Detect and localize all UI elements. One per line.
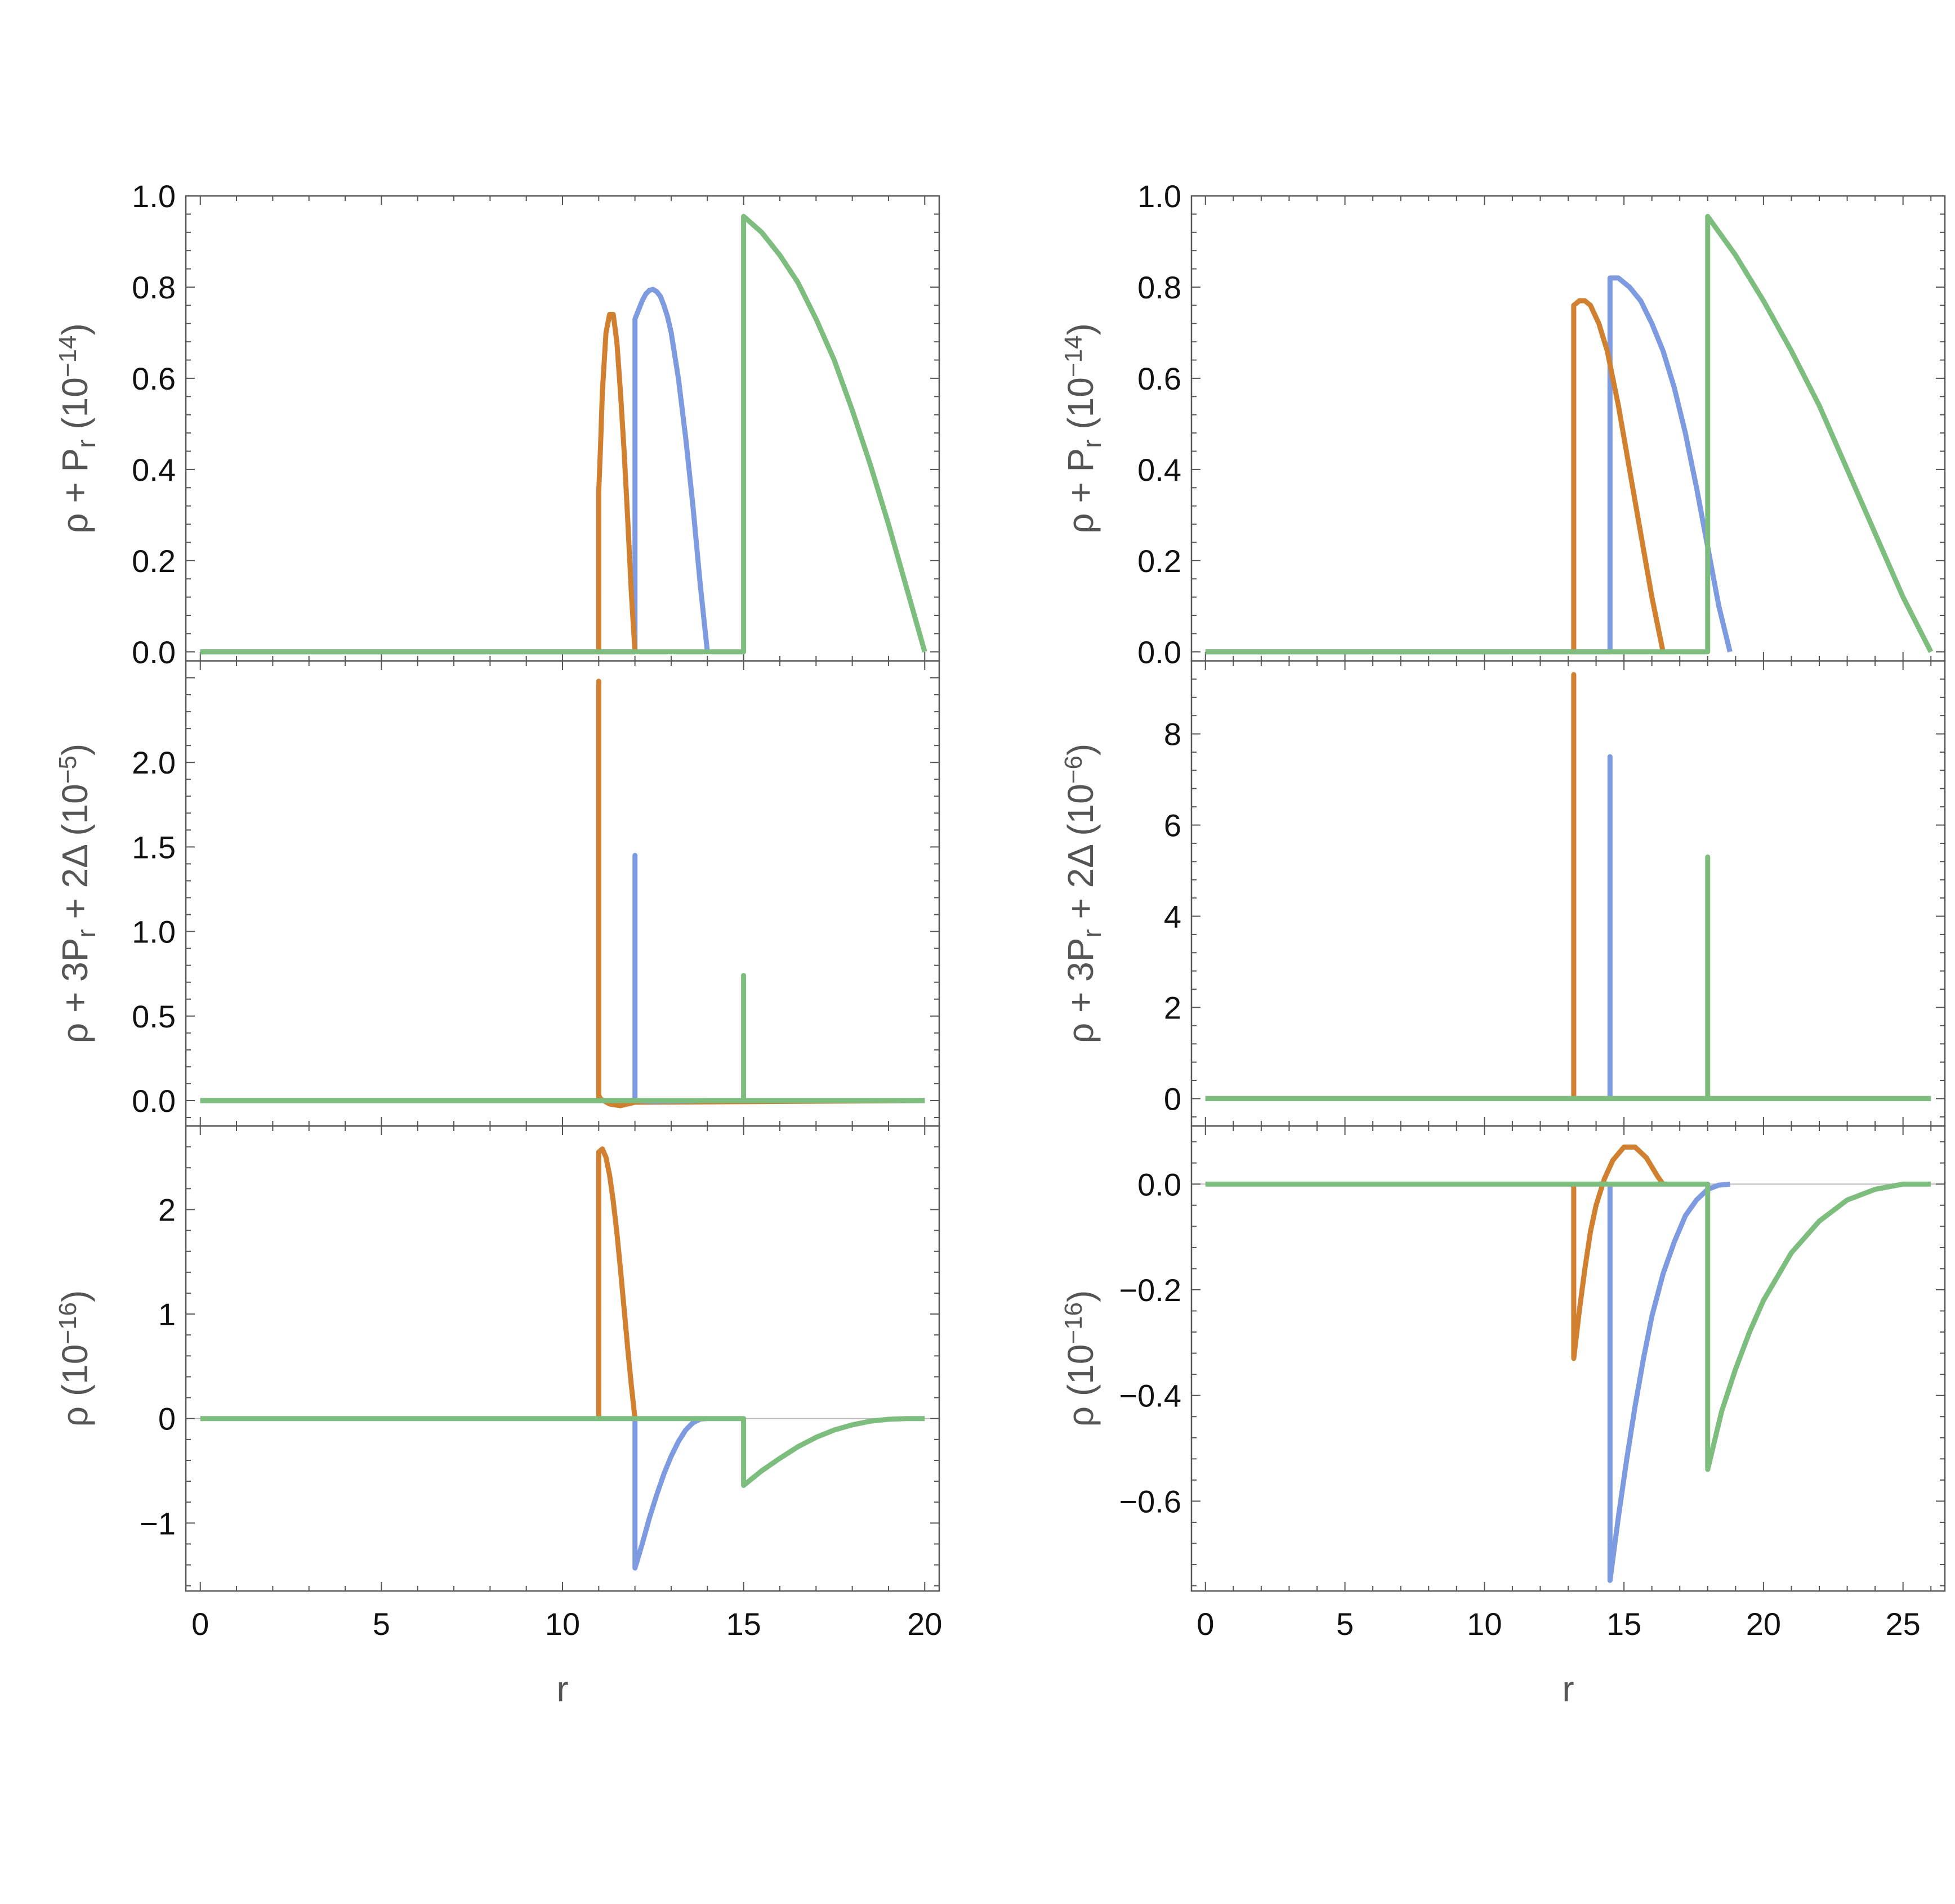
x-tick-label: 5 <box>1336 1606 1354 1642</box>
series-green-line <box>200 1416 925 1488</box>
y-tick-label: 2 <box>158 1192 176 1227</box>
series-orange-line <box>1205 672 1931 1101</box>
series-green-line <box>1205 1181 1931 1472</box>
chart-left-panel-3: −1 0 1 2 ρ (10−16) <box>54 1125 940 1592</box>
y-tick-label: 2.0 <box>132 745 176 780</box>
series-green-line <box>200 973 925 1103</box>
y-tick-label: 0.0 <box>1137 634 1181 670</box>
y-tick-label: 0.0 <box>1137 1166 1181 1202</box>
x-tick-label: 15 <box>726 1606 761 1642</box>
x-tick-label: 10 <box>545 1606 580 1642</box>
series-orange-line <box>596 312 638 652</box>
series-blue-line <box>1607 1181 1730 1583</box>
series-green-line <box>1205 854 1931 1101</box>
series-blue-line <box>632 1416 708 1571</box>
x-axis-label: r <box>1562 1669 1574 1709</box>
y-tick-label: 0 <box>1164 1081 1181 1116</box>
y-tick-label: 1.0 <box>132 178 176 214</box>
series-orange-line <box>596 1146 638 1419</box>
y-axis-label: ρ + Pr (10−14) <box>1060 323 1106 534</box>
y-tick-label: 6 <box>1164 808 1181 843</box>
y-tick-label: 4 <box>1164 899 1181 934</box>
y-tick-label: −0.4 <box>1119 1378 1181 1414</box>
chart-right-panel-3: −0.6 −0.4 −0.2 0.0 ρ (10−16) <box>1060 1125 1946 1592</box>
x-tick-label: 25 <box>1886 1606 1921 1642</box>
chart-right: 0.0 0.2 0.4 0.6 0.8 1.0 ρ + Pr (10−14) 0 2 4 6 8 ρ +… <box>1060 178 1946 1709</box>
y-tick-label: 0.0 <box>132 634 176 670</box>
y-tick-label: 0.5 <box>132 999 176 1034</box>
y-tick-label: 0.0 <box>132 1083 176 1119</box>
y-tick-label: 0.8 <box>132 270 176 305</box>
series-blue-line <box>200 287 710 655</box>
y-tick-label: 0.6 <box>132 361 176 396</box>
y-tick-label: 1.0 <box>132 914 176 950</box>
y-tick-label: 0.6 <box>1137 361 1181 396</box>
y-axis-label: ρ (10−16) <box>54 1290 95 1427</box>
chart-left-panel-2: 0.0 0.5 1.0 1.5 2.0 ρ + 3Pr + 2Δ (10−5) <box>54 660 940 1127</box>
series-orange-line <box>1571 1145 1666 1361</box>
y-tick-label: −0.6 <box>1119 1483 1181 1519</box>
y-tick-label: 0.4 <box>132 452 176 488</box>
chart-left: 0.0 0.2 0.4 0.6 0.8 1.0 ρ + Pr (10−14) 0.0 0.5 1.… <box>54 178 942 1709</box>
y-tick-label: 0.2 <box>132 543 176 579</box>
series-blue-line <box>1205 754 1931 1101</box>
x-tick-label: 10 <box>1467 1606 1502 1642</box>
y-tick-label: 1.5 <box>132 829 176 865</box>
panel-frame <box>1190 660 1946 1127</box>
y-tick-label: −1 <box>140 1505 176 1541</box>
y-axis-label: ρ + 3Pr + 2Δ (10−5) <box>54 744 101 1043</box>
series-orange-line <box>1571 298 1666 652</box>
y-tick-label: 0.8 <box>1137 270 1181 305</box>
chart-right-panel-1: 0.0 0.2 0.4 0.6 0.8 1.0 ρ + Pr (10−14) <box>1060 178 1946 670</box>
x-axis-label: r <box>556 1669 568 1709</box>
x-tick-label: 0 <box>1197 1606 1214 1642</box>
y-tick-label: −0.2 <box>1119 1272 1181 1308</box>
y-tick-label: 8 <box>1164 717 1181 752</box>
panel-frame <box>185 1125 940 1592</box>
x-tick-label: 15 <box>1606 1606 1641 1642</box>
chart-right-panel-2: 0 2 4 6 8 ρ + 3Pr + 2Δ (10−6) <box>1060 660 1946 1127</box>
x-tick-label: 20 <box>907 1606 942 1642</box>
panel-frame <box>185 195 940 662</box>
y-tick-label: 0 <box>158 1401 176 1437</box>
y-tick-label: 0.2 <box>1137 543 1181 579</box>
y-tick-label: 0.4 <box>1137 452 1181 488</box>
y-tick-label: 1.0 <box>1137 178 1181 214</box>
y-axis-label: ρ (10−16) <box>1060 1290 1101 1427</box>
series-green-line <box>200 213 927 655</box>
series-orange-line <box>200 678 925 1109</box>
y-axis-label: ρ + Pr (10−14) <box>54 323 101 534</box>
x-tick-label: 0 <box>191 1606 209 1642</box>
y-tick-label: 1 <box>158 1297 176 1332</box>
series-green-line <box>1205 213 1934 655</box>
chart-left-panel-1: 0.0 0.2 0.4 0.6 0.8 1.0 ρ + Pr (10−14) <box>54 178 940 670</box>
x-tick-label: 5 <box>373 1606 390 1642</box>
y-axis-label: ρ + 3Pr + 2Δ (10−6) <box>1060 744 1106 1043</box>
panel-frame <box>1190 1125 1946 1592</box>
series-blue-line <box>200 852 925 1104</box>
y-tick-label: 2 <box>1164 990 1181 1025</box>
panel-frame <box>185 660 940 1127</box>
x-tick-label: 20 <box>1746 1606 1781 1642</box>
